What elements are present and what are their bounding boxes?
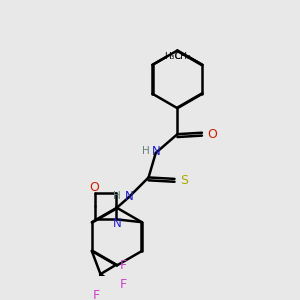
- Text: H: H: [142, 146, 149, 157]
- Text: H₃C: H₃C: [164, 52, 181, 62]
- Text: F: F: [93, 289, 100, 300]
- Text: N: N: [113, 217, 122, 230]
- Text: N: N: [152, 145, 160, 158]
- Text: F: F: [120, 259, 127, 272]
- Text: O: O: [89, 181, 99, 194]
- Text: F: F: [120, 278, 127, 291]
- Text: S: S: [180, 174, 188, 187]
- Text: H: H: [113, 191, 121, 201]
- Text: CH₃: CH₃: [174, 52, 191, 62]
- Text: N: N: [124, 190, 133, 203]
- Text: O: O: [208, 128, 218, 141]
